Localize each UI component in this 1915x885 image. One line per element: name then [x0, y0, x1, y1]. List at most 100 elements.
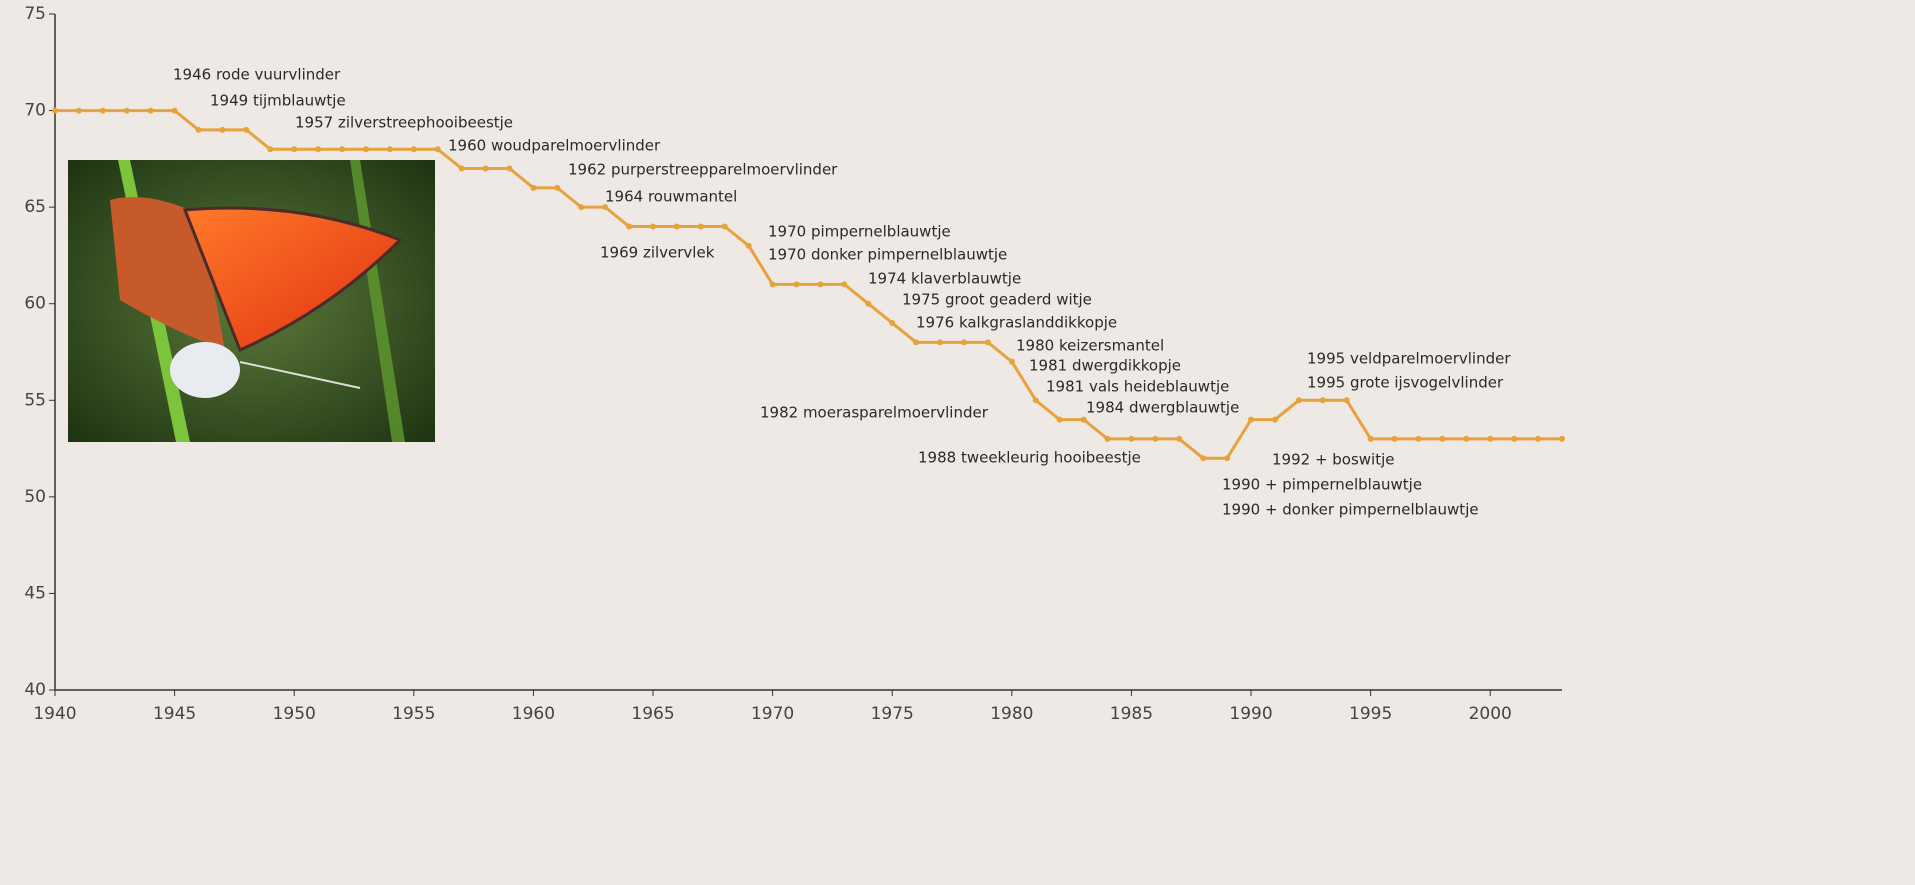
annotation: 1964 rouwmantel	[605, 188, 737, 206]
annotation: 1990 + pimpernelblauwtje	[1222, 476, 1422, 494]
annotation: 1992 + boswitje	[1272, 451, 1395, 469]
data-point	[411, 146, 417, 152]
annotation: 1974 klaverblauwtje	[868, 270, 1021, 288]
data-point	[841, 281, 847, 287]
data-point	[1344, 397, 1350, 403]
data-point	[196, 127, 202, 133]
annotation: 1990 + donker pimpernelblauwtje	[1222, 501, 1479, 519]
x-tick-label: 1980	[990, 704, 1033, 724]
page: {"chart_data": {"type": "line", "x": [19…	[0, 0, 1915, 885]
y-tick-label: 40	[24, 680, 46, 700]
data-point	[1320, 397, 1326, 403]
data-point	[267, 146, 273, 152]
data-point	[1200, 455, 1206, 461]
annotation: 1970 pimpernelblauwtje	[768, 223, 951, 241]
annotation: 1981 dwergdikkopje	[1029, 357, 1181, 375]
annotation: 1980 keizersmantel	[1016, 337, 1164, 355]
x-tick-label: 1950	[273, 704, 316, 724]
annotation: 1975 groot geaderd witje	[902, 291, 1092, 309]
data-point	[1176, 436, 1182, 442]
data-point	[315, 146, 321, 152]
data-point	[1152, 436, 1158, 442]
annotation: 1981 vals heideblauwtje	[1046, 378, 1229, 396]
annotation: 1982 moerasparelmoervlinder	[760, 404, 989, 422]
data-point	[961, 339, 967, 345]
annotation: 1962 purperstreepparelmoervlinder	[568, 161, 838, 179]
data-point	[1224, 455, 1230, 461]
data-point	[722, 223, 728, 229]
data-point	[674, 223, 680, 229]
data-point	[937, 339, 943, 345]
data-point	[148, 108, 154, 114]
annotation: 1946 rode vuurvlinder	[173, 66, 341, 84]
x-tick-label: 2000	[1469, 704, 1512, 724]
data-point	[124, 108, 130, 114]
data-point	[1535, 436, 1541, 442]
data-point	[52, 108, 58, 114]
data-point	[913, 339, 919, 345]
annotation: 1957 zilverstreephooibeestje	[295, 114, 513, 132]
data-point	[172, 108, 178, 114]
photo	[68, 160, 435, 442]
data-point	[1559, 436, 1565, 442]
x-tick-label: 1975	[871, 704, 914, 724]
data-point	[1296, 397, 1302, 403]
y-tick-label: 65	[24, 197, 46, 217]
y-tick-label: 50	[24, 487, 46, 507]
data-point	[1487, 436, 1493, 442]
data-point	[1081, 417, 1087, 423]
x-tick-label: 1985	[1110, 704, 1153, 724]
annotation: 1995 veldparelmoervlinder	[1307, 350, 1511, 368]
chart: 4045505560657075194019451950195519601965…	[0, 0, 1915, 885]
data-point	[1248, 417, 1254, 423]
y-tick-label: 70	[24, 101, 46, 121]
y-tick-label: 45	[24, 583, 46, 603]
data-point	[219, 127, 225, 133]
data-point	[817, 281, 823, 287]
data-point	[363, 146, 369, 152]
annotation: 1984 dwergblauwtje	[1086, 399, 1239, 417]
data-point	[459, 166, 465, 172]
data-point	[1463, 436, 1469, 442]
data-point	[1033, 397, 1039, 403]
data-point	[650, 223, 656, 229]
data-point	[1105, 436, 1111, 442]
x-tick-label: 1955	[392, 704, 435, 724]
data-point	[626, 223, 632, 229]
data-point	[1415, 436, 1421, 442]
annotation: 1969 zilvervlek	[600, 244, 715, 262]
data-point	[387, 146, 393, 152]
data-point	[1439, 436, 1445, 442]
y-tick-label: 75	[24, 4, 46, 24]
data-point	[889, 320, 895, 326]
annotation: 1976 kalkgraslanddikkopje	[916, 314, 1117, 332]
data-point	[339, 146, 345, 152]
x-tick-label: 1990	[1229, 704, 1272, 724]
data-point	[1368, 436, 1374, 442]
data-point	[483, 166, 489, 172]
data-point	[985, 339, 991, 345]
data-point	[1272, 417, 1278, 423]
data-point	[746, 243, 752, 249]
y-tick-label: 55	[24, 390, 46, 410]
annotation: 1960 woudparelmoervlinder	[448, 137, 661, 155]
data-point	[506, 166, 512, 172]
data-point	[530, 185, 536, 191]
annotation: 1949 tijmblauwtje	[210, 92, 346, 110]
y-tick-label: 60	[24, 294, 46, 314]
x-tick-label: 1945	[153, 704, 196, 724]
data-point	[770, 281, 776, 287]
data-point	[1392, 436, 1398, 442]
data-point	[1511, 436, 1517, 442]
data-point	[554, 185, 560, 191]
annotation: 1988 tweekleurig hooibeestje	[918, 449, 1141, 467]
data-point	[76, 108, 82, 114]
data-point	[1128, 436, 1134, 442]
x-tick-label: 1940	[33, 704, 76, 724]
data-point	[865, 301, 871, 307]
data-point	[578, 204, 584, 210]
annotation: 1995 grote ijsvogelvlinder	[1307, 374, 1504, 392]
x-tick-label: 1995	[1349, 704, 1392, 724]
x-tick-label: 1965	[631, 704, 674, 724]
data-point	[435, 146, 441, 152]
